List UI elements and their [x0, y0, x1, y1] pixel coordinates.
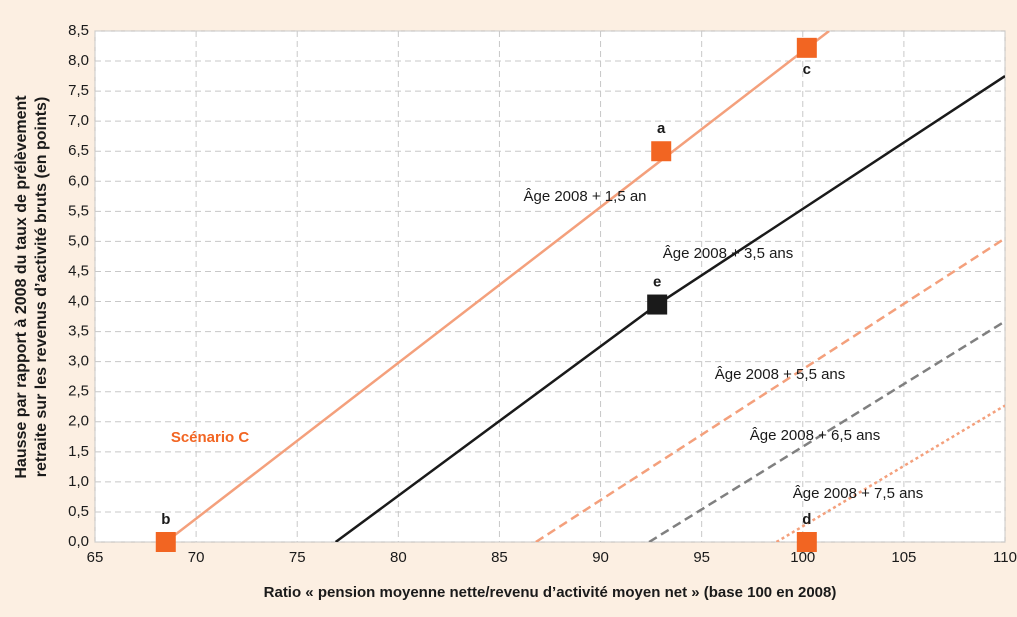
y-tick-label: 0,5	[68, 503, 89, 520]
x-tick-label: 75	[289, 549, 306, 566]
series-line	[535, 237, 1005, 542]
y-tick-label: 5,0	[68, 232, 89, 249]
point-label: b	[161, 511, 170, 528]
y-tick-label: 7,0	[68, 112, 89, 129]
y-tick-label: 1,0	[68, 473, 89, 490]
x-tick-label: 105	[891, 549, 916, 566]
y-tick-label: 1,5	[68, 443, 89, 460]
point-label: e	[653, 274, 661, 291]
y-tick-label: 3,0	[68, 353, 89, 370]
plot-area	[94, 30, 1006, 543]
x-tick-label: 65	[87, 549, 104, 566]
annotation: Scénario C	[171, 429, 250, 446]
y-tick-label: 7,5	[68, 82, 89, 99]
x-tick-label: 100	[790, 549, 815, 566]
x-tick-label: 110	[993, 549, 1017, 566]
series-label: Âge 2008 + 6,5 ans	[750, 427, 881, 444]
y-tick-label: 5,5	[68, 202, 89, 219]
y-tick-label: 0,0	[68, 533, 89, 550]
point-label: c	[803, 61, 811, 78]
y-tick-label: 8,0	[68, 52, 89, 69]
x-tick-label: 70	[188, 549, 205, 566]
point-label: d	[802, 511, 811, 528]
y-axis-label: Hausse par rapport à 2008 du taux de pré…	[13, 95, 30, 479]
series-label: Âge 2008 + 7,5 ans	[793, 485, 924, 502]
x-tick-label: 85	[491, 549, 508, 566]
y-tick-label: 4,0	[68, 292, 89, 309]
y-tick-label: 3,5	[68, 323, 89, 340]
point-label: a	[657, 120, 666, 137]
y-tick-label: 4,5	[68, 262, 89, 279]
y-tick-label: 2,0	[68, 413, 89, 430]
point-marker	[796, 532, 817, 552]
x-tick-label: 90	[592, 549, 609, 566]
y-axis-label: retraite sur les revenus d’activité brut…	[33, 97, 50, 478]
x-axis-label: Ratio « pension moyenne nette/revenu d’a…	[264, 584, 837, 601]
series-line	[165, 31, 830, 542]
y-tick-label: 2,5	[68, 383, 89, 400]
y-tick-label: 6,0	[68, 172, 89, 189]
series-line	[775, 404, 1005, 542]
point-marker	[796, 37, 817, 58]
x-tick-label: 95	[693, 549, 710, 566]
point-marker	[155, 532, 176, 552]
point-marker	[647, 294, 668, 315]
series-label: Âge 2008 + 1,5 an	[523, 188, 646, 205]
point-marker	[651, 141, 672, 162]
y-tick-label: 8,5	[68, 22, 89, 39]
series-label: Âge 2008 + 3,5 ans	[663, 245, 794, 262]
series-label: Âge 2008 + 5,5 ans	[715, 366, 846, 383]
x-tick-label: 80	[390, 549, 407, 566]
y-tick-label: 6,5	[68, 142, 89, 159]
